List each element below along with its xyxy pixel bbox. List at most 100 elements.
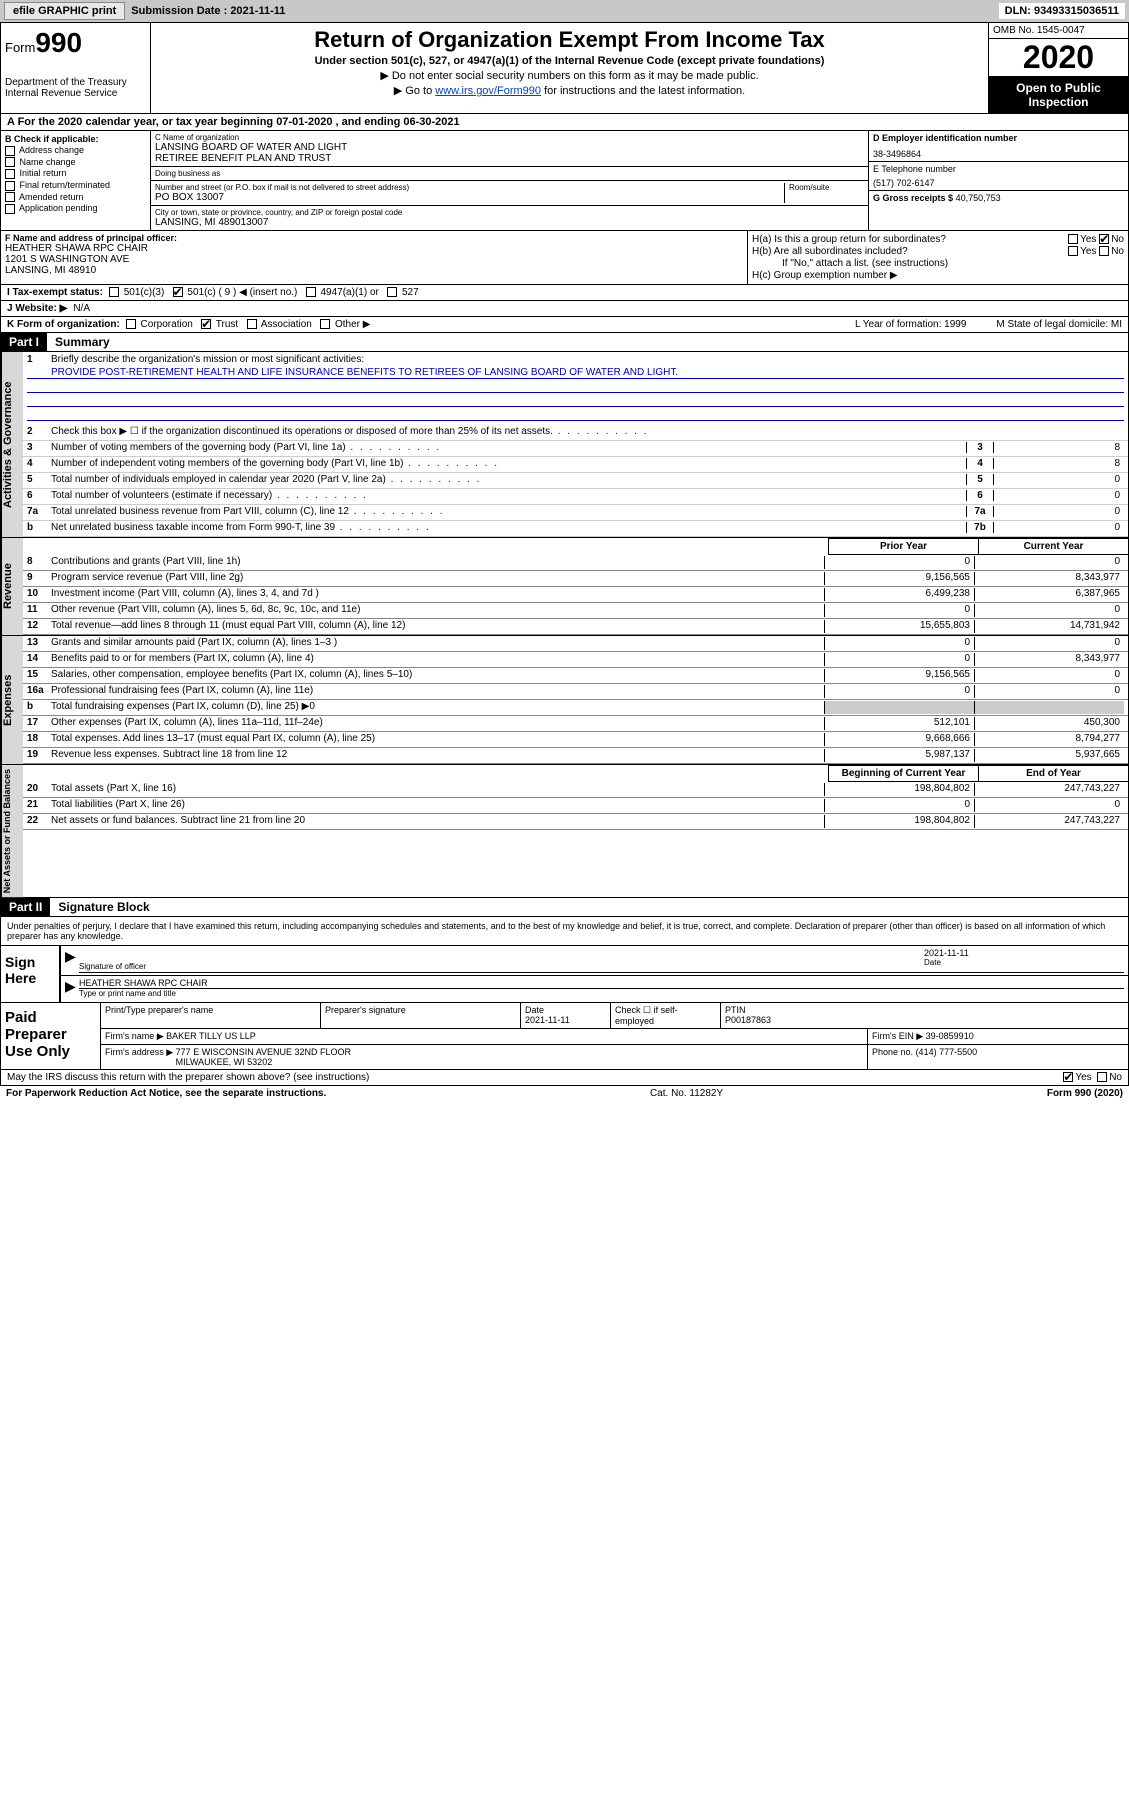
tax-opt-checkbox[interactable] [173,287,183,297]
footer-mid: Cat. No. 11282Y [326,1088,1047,1099]
boxb-checkbox[interactable] [5,192,15,202]
k-opt-checkbox[interactable] [247,319,257,329]
form-subtitle: Under section 501(c), 527, or 4947(a)(1)… [159,55,980,67]
firm-phone-label: Phone no. [872,1047,913,1057]
hb-yes-checkbox[interactable] [1068,246,1078,256]
firm-ein: 39-0859910 [926,1031,974,1041]
instr-2: ▶ Go to www.irs.gov/Form990 for instruct… [159,84,980,97]
gross-label: G Gross receipts $ [873,193,953,203]
dba-label: Doing business as [155,169,864,178]
prep-sig-label: Preparer's signature [325,1005,516,1015]
box-b-label: B Check if applicable: [5,134,146,144]
tax-opt-checkbox[interactable] [109,287,119,297]
room-label: Room/suite [789,183,864,192]
boxb-checkbox[interactable] [5,157,15,167]
firm-phone: (414) 777-5500 [916,1047,978,1057]
eoy-hdr: End of Year [978,765,1128,782]
ha-label: H(a) Is this a group return for subordin… [752,234,946,245]
discuss-row: May the IRS discuss this return with the… [0,1070,1129,1086]
city: LANSING, MI 489013007 [155,217,864,228]
efile-button[interactable]: efile GRAPHIC print [4,2,125,20]
phone-label: E Telephone number [873,164,1124,174]
tax-status-row: I Tax-exempt status: 501(c)(3) 501(c) ( … [0,285,1129,301]
prep-date-label: Date [525,1005,606,1015]
prep-name-label: Print/Type preparer's name [105,1005,316,1015]
footer: For Paperwork Reduction Act Notice, see … [0,1086,1129,1101]
vtab-governance: Activities & Governance [1,352,23,537]
firm-name-label: Firm's name ▶ [105,1031,164,1041]
k-opt-checkbox[interactable] [320,319,330,329]
summary-gov: Activities & Governance 1Briefly describ… [0,352,1129,538]
tax-label: I Tax-exempt status: [7,287,103,298]
box-f-value: HEATHER SHAWA RPC CHAIR 1201 S WASHINGTO… [5,243,743,276]
part2-header: Part IISignature Block [0,898,1129,917]
tax-year: 2020 [989,39,1128,77]
l-year: L Year of formation: 1999 [855,319,966,330]
summary-exp: Expenses 13Grants and similar amounts pa… [0,636,1129,765]
prior-year-hdr: Prior Year [828,538,978,555]
hb-label: H(b) Are all subordinates included? [752,246,908,257]
instr-1: ▶ Do not enter social security numbers o… [159,69,980,82]
phone: (517) 702-6147 [873,178,1124,188]
boxb-checkbox[interactable] [5,181,15,191]
ha-no-checkbox[interactable] [1099,234,1109,244]
tax-opt-checkbox[interactable] [306,287,316,297]
firm-ein-label: Firm's EIN ▶ [872,1031,923,1041]
firm-name: BAKER TILLY US LLP [166,1031,256,1041]
prep-self-emp: Check ☐ if self-employed [615,1005,716,1026]
box-b: B Check if applicable: Address change Na… [1,131,151,230]
submission-date: Submission Date : 2021-11-11 [131,5,285,17]
boxb-checkbox[interactable] [5,204,15,214]
perjury-text: Under penalties of perjury, I declare th… [1,917,1128,946]
signature-block: Under penalties of perjury, I declare th… [0,917,1129,1070]
k-opt-checkbox[interactable] [126,319,136,329]
irs-link[interactable]: www.irs.gov/Form990 [435,85,541,97]
hb-note: If "No," attach a list. (see instruction… [752,258,1124,269]
hc-label: H(c) Group exemption number ▶ [752,270,1124,281]
hb-no-checkbox[interactable] [1099,246,1109,256]
top-bar: efile GRAPHIC print Submission Date : 20… [0,0,1129,22]
gross-value: 40,750,753 [956,193,1001,203]
ein-label: D Employer identification number [873,133,1124,143]
omb-number: OMB No. 1545-0047 [989,23,1128,39]
footer-right: Form 990 (2020) [1047,1088,1123,1099]
open-to-public: Open to Public Inspection [989,77,1128,113]
sig-officer-label: Signature of officer [79,962,924,971]
sign-here-label: Sign Here [1,946,61,1002]
website-row: J Website: ▶ N/A [0,301,1129,317]
tax-opt-checkbox[interactable] [387,287,397,297]
box-f-label: F Name and address of principal officer: [5,233,743,243]
discuss-yes-checkbox[interactable] [1063,1072,1073,1082]
firm-addr-label: Firm's address ▶ [105,1047,173,1057]
department: Department of the Treasury Internal Reve… [5,77,146,99]
sig-date: 2021-11-11 [924,948,1124,958]
firm-addr: 777 E WISCONSIN AVENUE 32ND FLOOR MILWAU… [176,1047,351,1067]
vtab-expenses: Expenses [1,636,23,764]
sig-arrow-icon-2: ▶ [65,978,79,1000]
box-d-e-g: D Employer identification number 38-3496… [868,131,1128,230]
org-name: LANSING BOARD OF WATER AND LIGHT RETIREE… [155,142,864,164]
m-state: M State of legal domicile: MI [996,319,1122,330]
discuss-text: May the IRS discuss this return with the… [7,1072,1063,1083]
ha-yes-checkbox[interactable] [1068,234,1078,244]
k-opt-checkbox[interactable] [201,319,211,329]
sig-date-label: Date [924,958,1124,967]
boy-hdr: Beginning of Current Year [828,765,978,782]
discuss-no-checkbox[interactable] [1097,1072,1107,1082]
paid-preparer-label: Paid Preparer Use Only [1,1003,101,1069]
boxb-checkbox[interactable] [5,169,15,179]
addr-label: Number and street (or P.O. box if mail i… [155,183,784,192]
ptin: P00187863 [725,1015,1124,1025]
form-number: Form990 [5,27,146,59]
footer-left: For Paperwork Reduction Act Notice, see … [6,1088,326,1099]
website-value: N/A [73,303,90,314]
current-year-hdr: Current Year [978,538,1128,555]
form-title: Return of Organization Exempt From Incom… [159,27,980,53]
summary-net: Net Assets or Fund Balances Beginning of… [0,765,1129,898]
vtab-revenue: Revenue [1,538,23,635]
form-header: Form990 Department of the Treasury Inter… [0,22,1129,114]
box-c: C Name of organization LANSING BOARD OF … [151,131,868,230]
part1-header: Part ISummary [0,333,1129,352]
boxb-checkbox[interactable] [5,146,15,156]
vtab-net-assets: Net Assets or Fund Balances [1,765,23,897]
